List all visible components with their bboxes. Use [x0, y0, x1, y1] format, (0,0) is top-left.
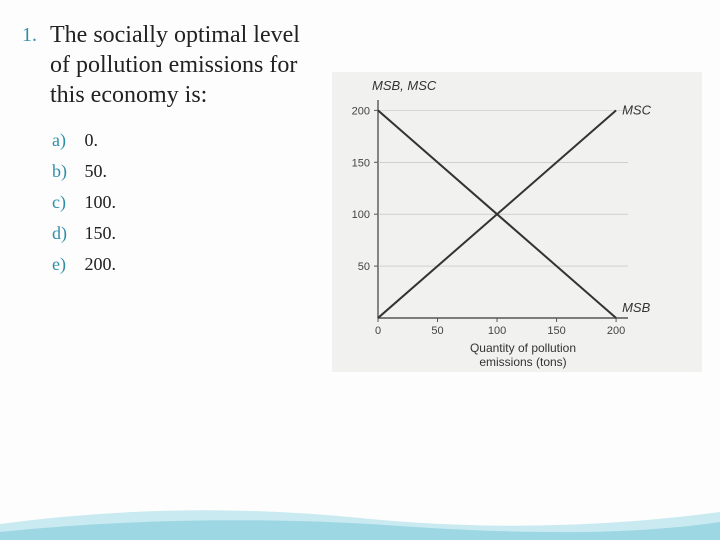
svg-text:150: 150: [547, 325, 565, 337]
option-text: 150.: [85, 223, 117, 243]
slide: 1. The socially optimal level of polluti…: [0, 0, 720, 540]
option-text: 0.: [85, 130, 99, 150]
option-a: a) 0.: [52, 130, 310, 151]
svg-text:emissions (tons): emissions (tons): [479, 355, 566, 369]
option-letter: a): [52, 130, 80, 151]
option-text: 100.: [85, 192, 117, 212]
svg-text:100: 100: [488, 325, 506, 337]
option-letter: c): [52, 192, 80, 213]
option-c: c) 100.: [52, 192, 310, 213]
svg-text:100: 100: [352, 209, 370, 221]
svg-text:200: 200: [607, 325, 625, 337]
option-letter: b): [52, 161, 80, 182]
svg-text:200: 200: [352, 105, 370, 117]
msb-msc-chart: MSB, MSC 50 100 150 200 0 50 100 150 200 Quantity …: [332, 72, 702, 372]
option-d: d) 150.: [52, 223, 310, 244]
option-text: 200.: [85, 254, 117, 274]
svg-text:MSB, MSC: MSB, MSC: [372, 78, 437, 93]
svg-text:MSC: MSC: [622, 102, 652, 117]
svg-text:Quantity of pollution: Quantity of pollution: [470, 341, 576, 355]
svg-text:50: 50: [358, 261, 370, 273]
option-letter: e): [52, 254, 80, 275]
svg-text:0: 0: [375, 325, 381, 337]
chart-panel: MSB, MSC 50 100 150 200 0 50 100 150 200 Quantity …: [332, 72, 702, 392]
question-number: 1.: [22, 24, 37, 47]
svg-text:150: 150: [352, 157, 370, 169]
option-text: 50.: [85, 161, 108, 181]
svg-text:MSB: MSB: [622, 300, 651, 315]
option-e: e) 200.: [52, 254, 310, 275]
option-letter: d): [52, 223, 80, 244]
svg-text:50: 50: [431, 325, 443, 337]
option-b: b) 50.: [52, 161, 310, 182]
options-list: a) 0. b) 50. c) 100. d) 150. e) 200.: [52, 130, 310, 275]
footer-decoration-icon: [0, 498, 720, 540]
question-panel: 1. The socially optimal level of polluti…: [50, 20, 310, 285]
question-stem: The socially optimal level of pollution …: [50, 20, 310, 110]
